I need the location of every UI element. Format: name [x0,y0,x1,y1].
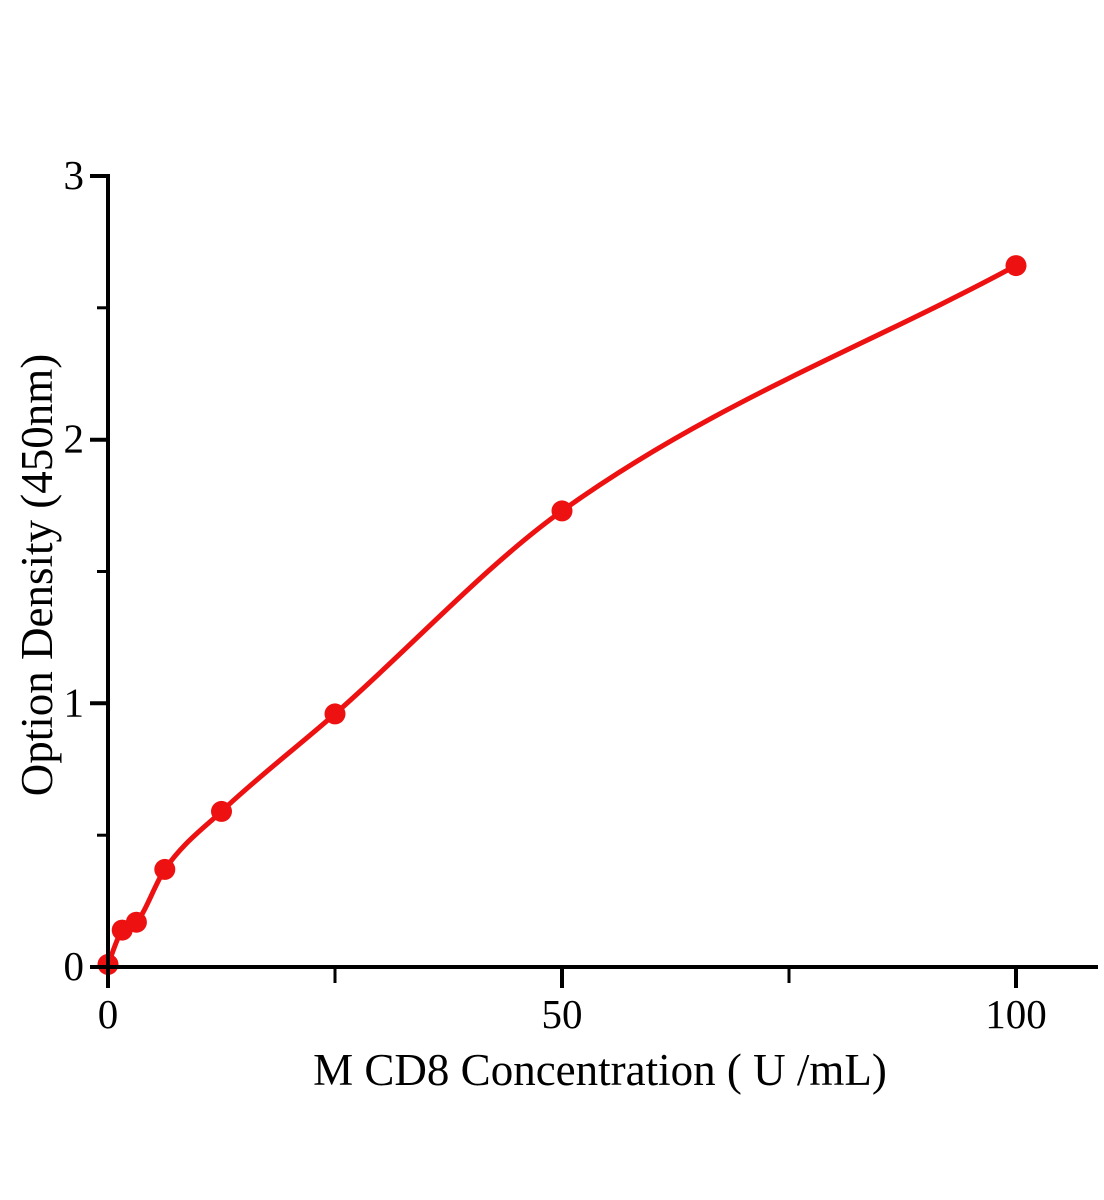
y-tick-label: 3 [64,152,85,198]
x-tick-label: 50 [542,991,583,1037]
data-point [1005,255,1027,277]
data-point [154,858,176,880]
y-tick-label: 0 [64,943,85,989]
data-point [125,911,147,933]
fit-curve [105,263,1018,966]
data-point [324,703,346,725]
x-tick-label: 100 [985,991,1047,1037]
y-axis-title: Option Density (450nm) [12,354,62,796]
data-point [211,800,232,822]
x-axis-title: M CD8 Concentration ( U /mL) [313,1045,887,1095]
x-tick-label: 0 [98,991,119,1037]
y-tick-label: 2 [64,416,85,462]
data-point [551,500,573,522]
y-tick-label: 1 [64,679,85,725]
